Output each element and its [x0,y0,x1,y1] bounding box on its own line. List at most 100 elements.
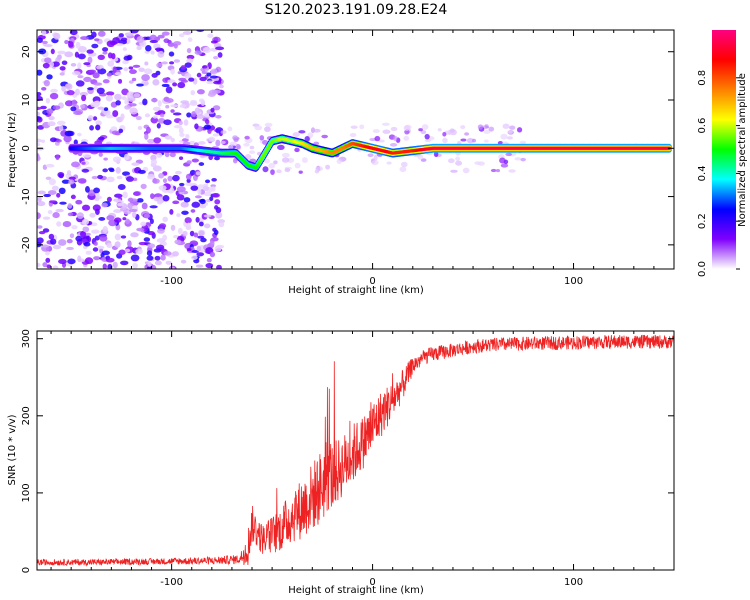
colorbar: 0.0 0.2 0.4 0.6 0.8 Normalized spectral ampl… [697,30,748,277]
spectrogram-noise-blob [151,73,158,78]
spectrogram-noise-blob [137,125,143,131]
spectrogram-noise-blob [133,191,141,196]
spectrogram-noise-blob [118,128,124,134]
spectrogram-noise-blob [207,128,212,134]
spectrogram-noise-blob [41,87,47,91]
spectrogram-noise-blob [149,205,158,209]
spectrogram-noise-blob [186,247,192,252]
spectrogram-noise-blob [126,91,135,99]
spectrogram-noise-blob [53,32,61,40]
spectrogram-noise-blob [197,89,205,95]
spectrogram-noise-blob [41,30,47,37]
spectrogram-noise-blob [178,156,184,160]
spectrogram-noise-blob [196,72,202,78]
spectrogram-noise-blob [183,119,189,126]
spectrogram-noise-blob [163,119,172,126]
spectrogram-noise-blob [184,62,192,68]
spectrogram-noise-blob [111,130,120,135]
snr-x-ticks: -100 0 100 [50,331,675,588]
spectrogram-noise-blob [190,185,199,191]
spectrogram-noise-blob [389,142,398,147]
spectrogram-noise-blob [418,128,423,132]
spectrogram-noise-blob [42,40,48,45]
spectrogram-noise-blob [58,258,67,265]
spectrogram-noise-blob [56,139,62,143]
spectrogram-noise-blob [113,198,122,202]
spectrogram-noise-blob [67,212,74,217]
spectrogram-noise-blob [83,62,91,66]
spectrogram-noise-blob [56,120,66,126]
spectrogram-noise-blob [150,98,158,103]
spectrogram-noise-blob [162,178,168,184]
spectrogram-noise-blob [124,248,131,253]
spectrogram-noise-blob [202,65,208,69]
spectrogram-noise-blob [146,255,154,261]
spectrogram-noise-blob [79,104,86,109]
spectrogram-noise-blob [97,30,106,37]
spectrogram-noise-blob [37,125,45,130]
spectrogram-noise-blob [191,255,198,260]
spectrogram-noise-blob [94,235,100,241]
spectrogram-noise-blob [103,107,109,112]
spectrogram-noise-blob [195,216,200,223]
spectrogram-noise-blob [173,125,182,129]
spectrogram-noise-blob [403,125,410,132]
spectrogram-noise-blob [152,165,162,172]
spectrogram-noise-blob [51,185,59,191]
spectrogram-noise-blob [203,223,211,229]
spectrogram-noise-blob [146,250,153,257]
spectrogram-noise-blob [209,240,215,247]
spectrogram-noise-blob [71,161,81,168]
spectrogram-noise-blob [37,138,42,143]
spectrogram-noise-blob [37,200,46,207]
spectrogram-noise-blob [66,170,72,176]
spectrogram-noise-blob [70,106,77,112]
spectrogram-noise-blob [208,136,215,142]
spectrogram-y-ticks: -20 -10 0 10 20 [21,45,674,253]
spectrogram-noise-blob [94,197,100,202]
spectrogram-noise-blob [132,177,138,182]
spectrogram-noise-blob [150,50,155,55]
spectrogram-noise-blob [37,142,41,147]
spectrogram-noise-blob [68,176,76,180]
spectrogram-noise-blob [37,196,42,202]
spectrogram-noise-blob [102,47,109,52]
x-tick-label: 100 [564,276,583,287]
spectrogram-noise-blob [244,135,250,140]
spectrogram-noise-blob [136,36,145,44]
spectrogram-noise-blob [372,129,380,134]
spectrogram-noise-blob [48,116,55,121]
spectrogram-noise-blob [173,59,181,63]
spectrogram-noise-blob [101,202,108,208]
spectrogram-noise-blob [176,186,186,193]
spectrogram-noise-blob [103,109,111,116]
spectrogram-noise-blob [181,210,189,215]
spectrogram-noise-blob [40,139,46,143]
y-tick-label: 300 [21,329,32,348]
spectrogram-noise-blob [75,80,85,87]
spectrogram-noise-blob [165,104,170,109]
spectrogram-noise-blob [399,166,407,173]
spectrogram-noise-blob [85,186,90,193]
spectrogram-noise-blob [70,194,76,200]
spectrogram-noise-blob [195,171,201,176]
spectrogram-noise-blob [193,232,199,238]
spectrogram-noise-blob [125,218,131,225]
spectrogram-noise-blob [75,41,81,49]
spectrogram-noise-blob [182,31,192,35]
spectrogram-noise-blob [191,201,201,208]
spectrogram-noise-blob [50,88,58,93]
spectrogram-noise-blob [136,227,145,232]
spectrogram-noise-blob [97,174,104,180]
spectrogram-noise-blob [203,191,213,197]
spectrogram-noise-blob [421,124,429,130]
spectrogram-noise-blob [162,195,170,202]
spectrogram-noise-blob [130,232,139,238]
spectrogram-noise-blob [378,139,385,143]
spectrogram-noise-blob [161,61,168,65]
spectrogram-noise-blob [177,82,186,89]
spectrogram-noise-blob [76,212,84,219]
spectrogram-noise-blob [93,85,98,91]
spectrogram-noise-blob [124,153,130,161]
